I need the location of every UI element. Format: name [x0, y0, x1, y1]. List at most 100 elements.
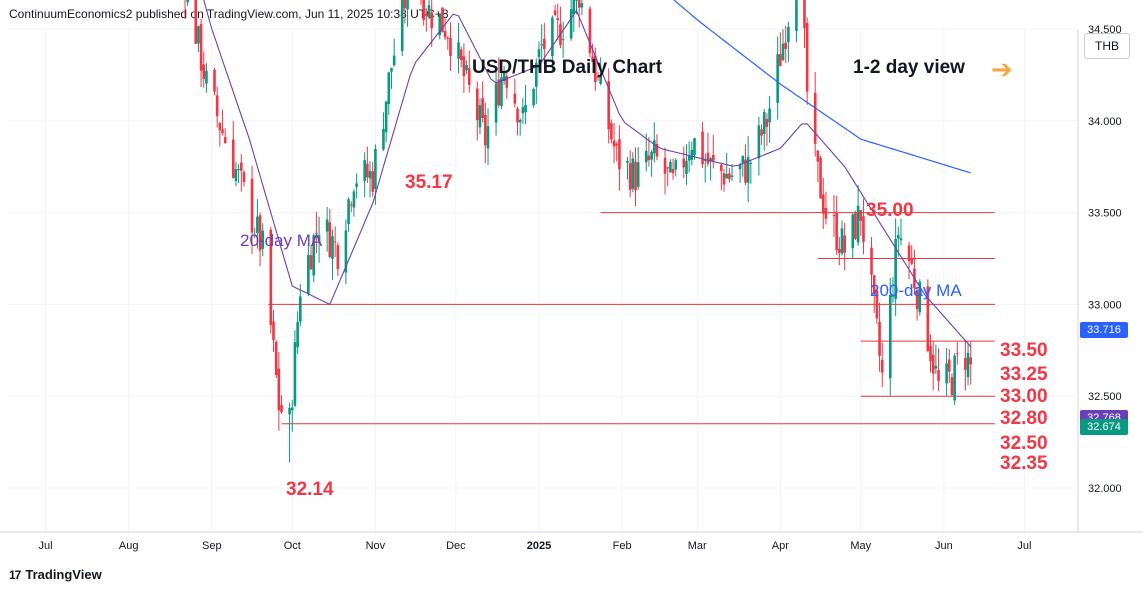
candle-body	[366, 163, 369, 178]
candle	[599, 57, 602, 86]
candle	[891, 277, 895, 303]
candle-body	[945, 363, 948, 384]
candle	[312, 233, 316, 283]
candle-body	[521, 107, 525, 114]
ma200-label: 200-day MA	[870, 281, 962, 300]
candle-body	[532, 89, 535, 106]
candle-body	[484, 115, 487, 146]
candle-body	[355, 183, 358, 187]
candle-body	[671, 168, 675, 174]
time-tick-label: May	[850, 540, 871, 552]
candle	[762, 108, 766, 151]
candle-body	[392, 55, 396, 66]
candle	[628, 150, 632, 198]
candle	[231, 120, 235, 179]
candle	[945, 347, 948, 396]
candle	[425, 8, 428, 32]
candle-body	[701, 131, 704, 165]
candle-body	[197, 26, 200, 44]
candle-body	[644, 150, 648, 163]
candle-body	[497, 79, 501, 106]
candle-body	[363, 160, 366, 181]
candle-body	[947, 359, 951, 372]
candle-body	[231, 139, 235, 178]
candle-body	[647, 155, 651, 161]
candle-body	[494, 83, 498, 123]
high-label: 35.17	[405, 172, 453, 193]
candle	[706, 132, 710, 167]
candle	[899, 218, 903, 246]
candle-body	[269, 229, 273, 326]
candle	[484, 102, 487, 164]
candle-body	[682, 158, 686, 168]
candle	[194, 0, 198, 45]
candle-body	[593, 55, 597, 82]
candle	[261, 223, 265, 257]
candle-body	[870, 247, 873, 275]
view-label: 1-2 day view	[853, 57, 965, 78]
candle	[569, 0, 573, 41]
candle-body	[725, 174, 728, 179]
candle	[392, 38, 396, 67]
candle	[384, 101, 388, 143]
candle	[781, 29, 785, 62]
candle-body	[821, 194, 825, 214]
candle-body	[607, 81, 611, 130]
level-label-32-80: 32.80	[1000, 408, 1048, 429]
candle	[420, 0, 422, 6]
candle	[296, 311, 299, 355]
candles	[184, 0, 973, 463]
candle-body	[403, 0, 407, 9]
candle	[685, 144, 688, 185]
candle-body	[720, 164, 723, 172]
candle	[610, 119, 613, 144]
candle	[647, 137, 651, 167]
candle-body	[561, 39, 565, 41]
candle	[738, 162, 742, 183]
candle	[390, 67, 393, 89]
candle	[352, 189, 356, 217]
candle	[553, 4, 557, 17]
candle-body	[465, 65, 468, 71]
candle	[618, 125, 621, 191]
candle	[184, 0, 186, 20]
candle-body	[690, 149, 694, 160]
candle-body	[467, 68, 471, 85]
candle	[309, 245, 313, 270]
candle	[223, 128, 227, 144]
candle	[880, 342, 884, 388]
candle	[612, 122, 616, 164]
time-tick-label: Aug	[119, 540, 139, 552]
candle-body	[875, 290, 879, 319]
candle-body	[588, 8, 592, 54]
candle-body	[824, 208, 828, 219]
candle	[910, 245, 914, 266]
currency-selector[interactable]: THB	[1084, 33, 1130, 59]
candle	[693, 137, 696, 160]
low-label: 32.14	[286, 479, 334, 500]
candle-body	[186, 0, 189, 3]
candle	[234, 161, 238, 187]
candle	[577, 0, 581, 28]
candle	[856, 185, 860, 246]
candle	[591, 43, 594, 63]
candle-body	[891, 294, 895, 297]
time-tick-label: Jul	[1017, 540, 1031, 552]
time-tick-label: Jun	[935, 540, 953, 552]
candle	[859, 209, 863, 236]
candle	[253, 227, 257, 239]
candle-body	[553, 10, 557, 15]
candle	[725, 152, 728, 179]
candle	[934, 344, 938, 375]
candle	[186, 0, 189, 7]
candle-body	[805, 22, 809, 92]
candle	[427, 0, 431, 20]
candle-body	[349, 204, 353, 206]
time-axis[interactable]: Jul Aug Sep Oct Nov Dec 2025 Feb Mar Apr May Jun Jul	[39, 540, 1032, 552]
candle-body	[299, 296, 302, 322]
candle-body	[693, 138, 696, 156]
candle	[556, 3, 560, 41]
footer-logo[interactable]: 17 TradingView	[9, 567, 102, 582]
candle	[494, 68, 498, 136]
